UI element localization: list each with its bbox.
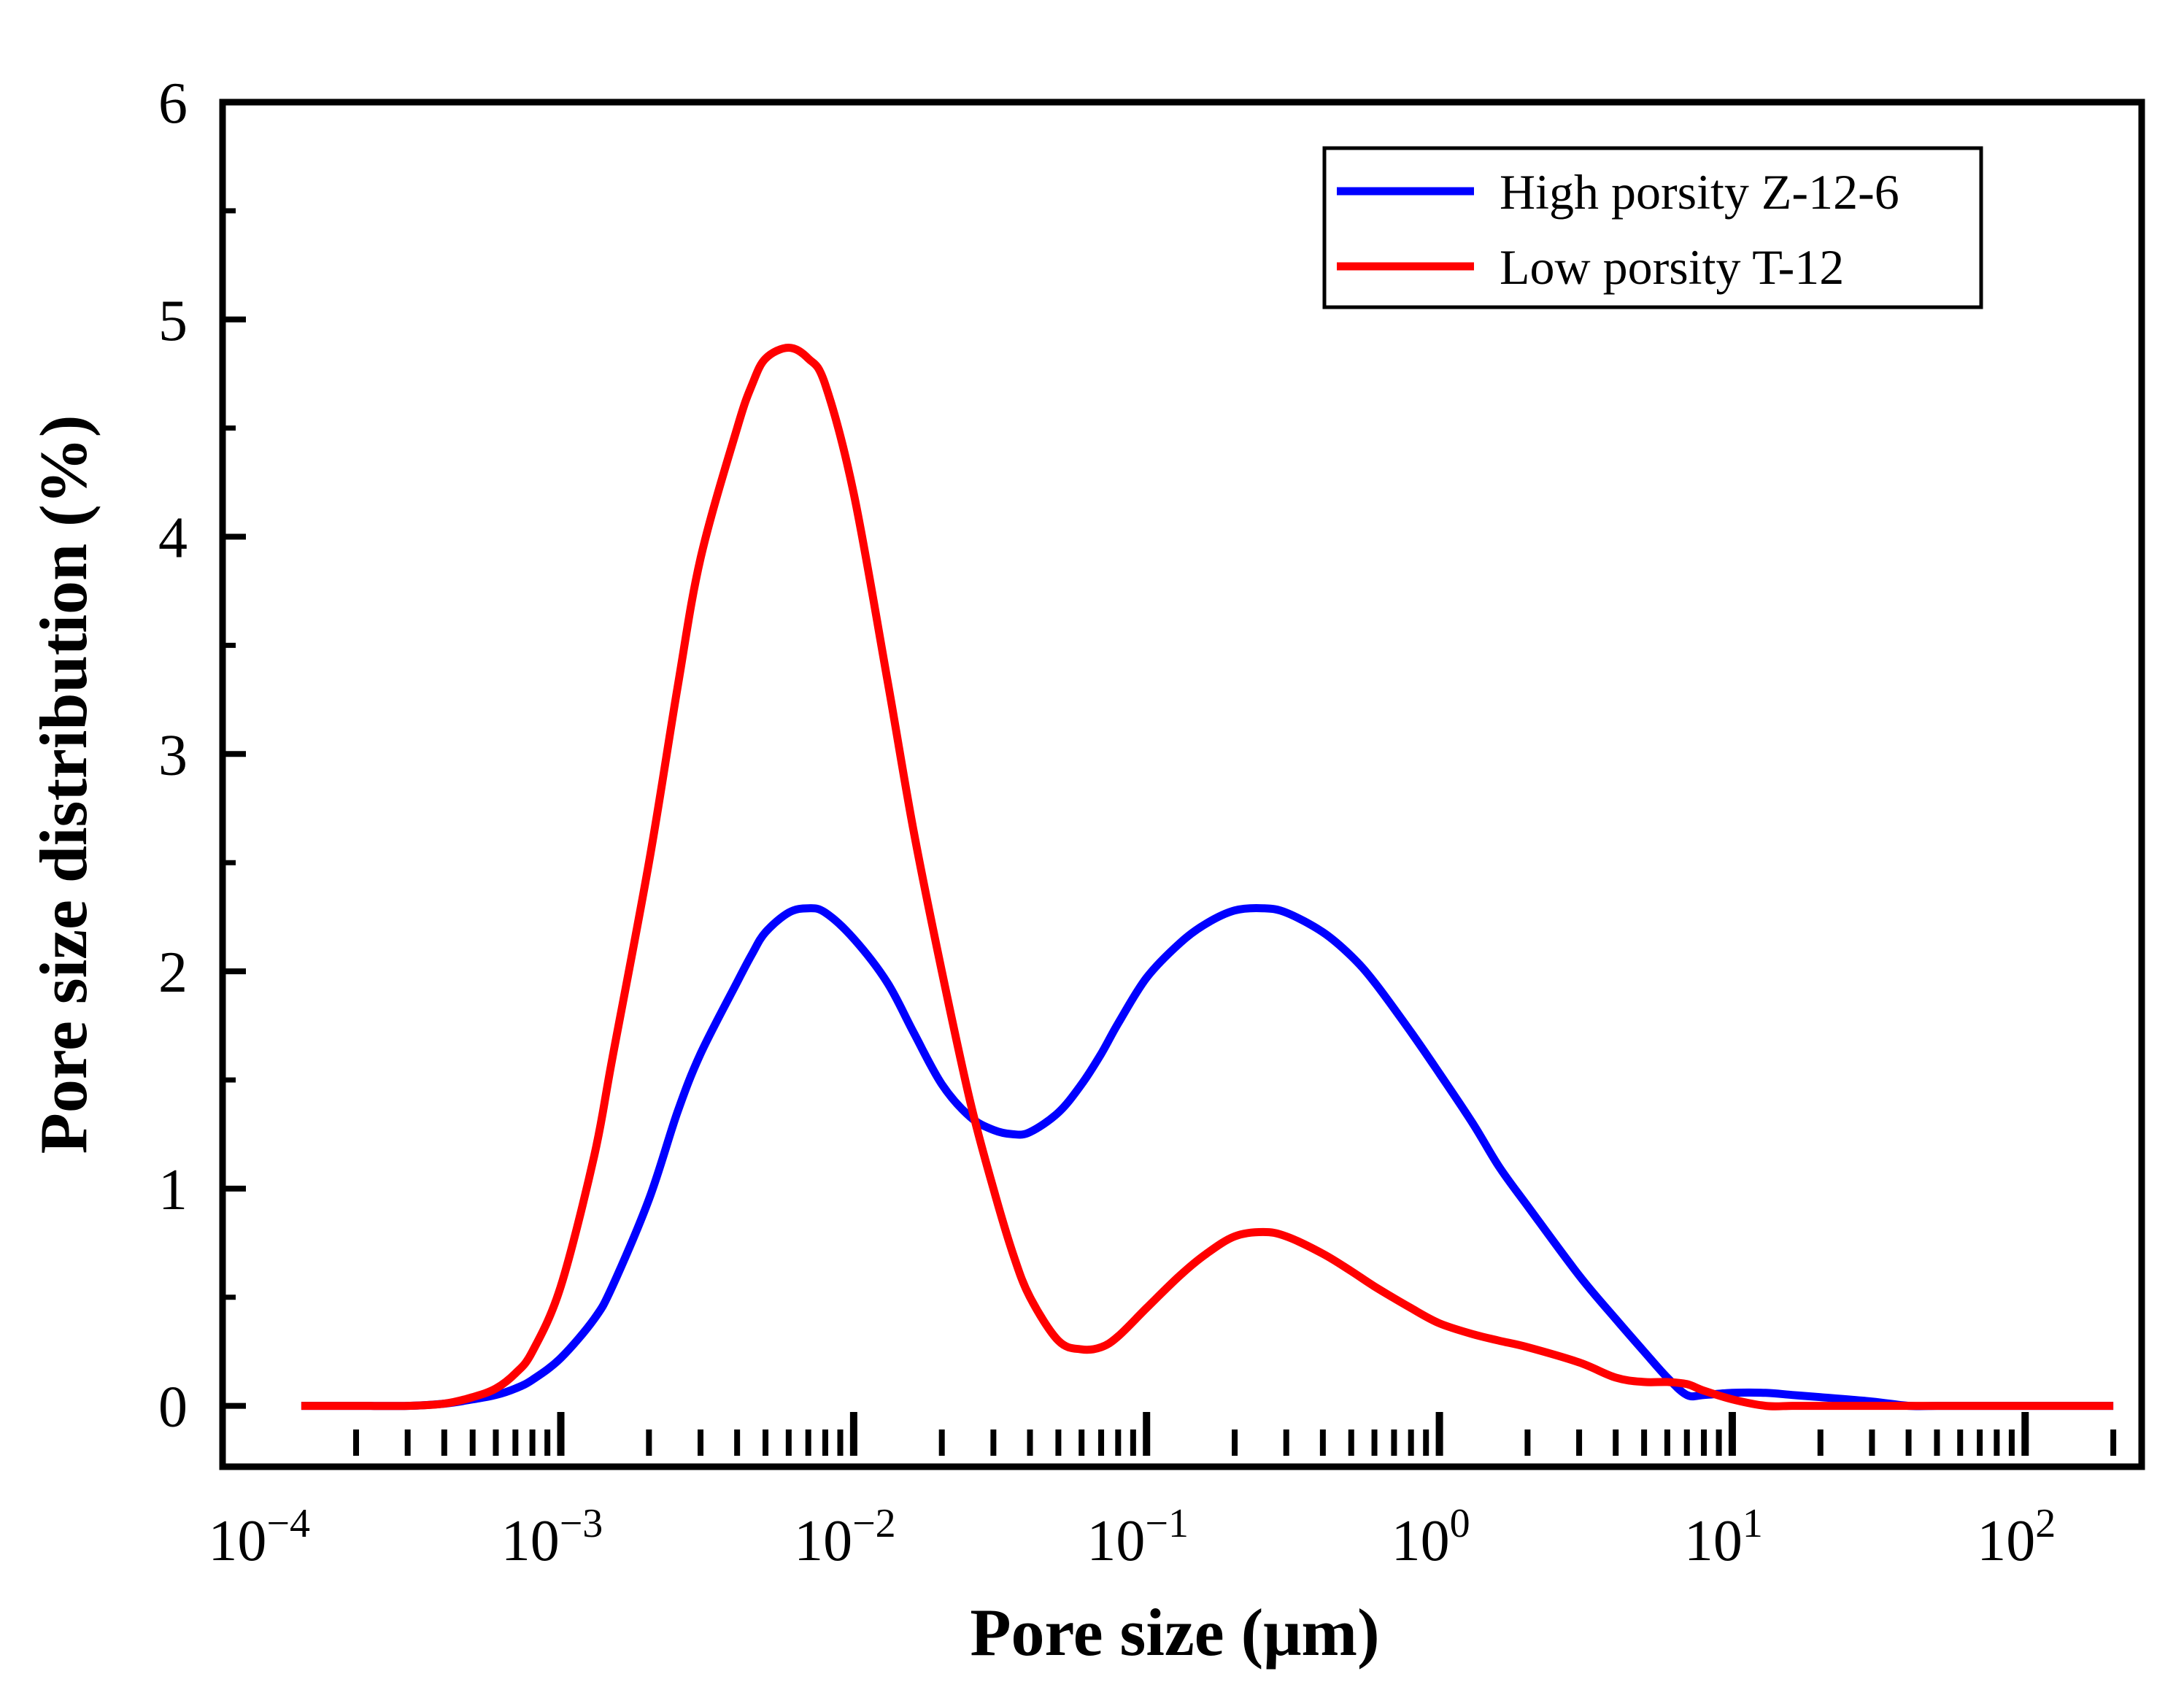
x-tick-label: 10−4 [208, 1501, 310, 1573]
legend-label-high-porosity: High porsity Z-12-6 [1500, 164, 1899, 220]
x-tick-label: 100 [1392, 1501, 1470, 1573]
x-tick-label: 10−3 [501, 1501, 603, 1573]
plot-frame [219, 99, 2145, 1470]
legend-label-low-porosity: Low porsity T-12 [1500, 239, 1844, 295]
y-tick-label: 2 [158, 941, 188, 1005]
x-tick-label: 10−2 [794, 1501, 896, 1573]
axis-ticks [223, 99, 2117, 1456]
y-tick-label: 5 [158, 289, 188, 353]
y-tick-label: 6 [158, 72, 188, 136]
y-tick-label: 4 [158, 506, 188, 571]
y-tick-label: 0 [158, 1375, 188, 1440]
legend-box [1322, 146, 1983, 309]
series-lines [301, 344, 2114, 1411]
x-axis-title: Pore size (μm) [970, 1595, 1379, 1670]
y-axis-title: Pore size distribution (%) [26, 415, 101, 1154]
y-tick-label: 1 [158, 1158, 188, 1222]
y-tick-label: 3 [158, 723, 188, 787]
x-tick-label: 102 [1977, 1501, 2056, 1573]
x-tick-label: 10−1 [1087, 1501, 1189, 1573]
tick-labels: 0 1 2 3 4 5 6 10−4 10−3 10−2 10−1 100 101 102 [158, 72, 2056, 1573]
series-line-low-porosity [301, 344, 2114, 1411]
legend: High porsity Z-12-6 Low porsity T-12 [1322, 146, 1983, 309]
x-tick-label: 101 [1684, 1501, 1763, 1573]
